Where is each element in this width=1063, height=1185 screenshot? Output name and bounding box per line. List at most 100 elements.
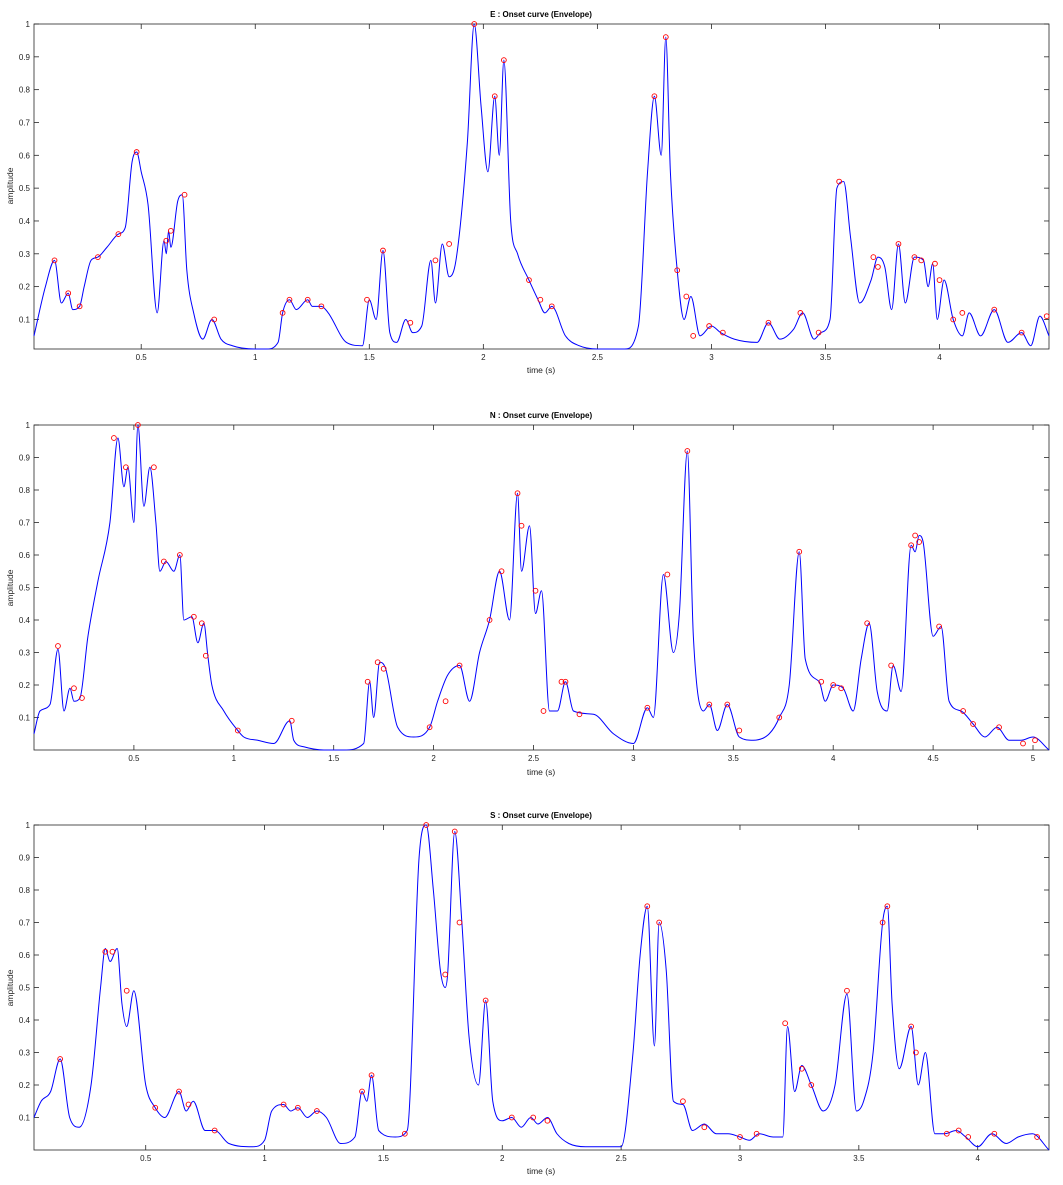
- peak-marker: [818, 678, 825, 685]
- x-axis-label: time (s): [527, 767, 556, 777]
- peak-marker: [838, 685, 845, 692]
- peak-marker: [664, 571, 671, 578]
- peak-marker: [908, 1023, 914, 1030]
- peak-marker: [176, 1088, 182, 1095]
- y-tick-label: 0.5: [19, 984, 31, 993]
- peak-marker: [198, 620, 205, 627]
- y-tick-label: 0.3: [19, 1049, 31, 1058]
- peak-marker: [314, 1108, 320, 1114]
- x-tick-label: 3.5: [853, 1154, 865, 1163]
- peak-marker: [181, 191, 188, 198]
- peak-marker: [950, 316, 957, 323]
- axes-box: [33, 23, 1050, 350]
- peak-marker: [65, 290, 72, 297]
- peak-marker: [864, 620, 871, 627]
- y-tick-label: 0.6: [19, 151, 31, 160]
- peak-marker: [706, 701, 713, 708]
- peak-marker: [836, 178, 843, 185]
- peak-marker: [234, 727, 241, 734]
- x-tick-label: 1: [262, 1154, 267, 1163]
- peak-marker: [161, 558, 167, 565]
- peaks: [51, 21, 1050, 339]
- y-ticks: 0.1 0.2 0.3 0.4 0.5 0.6 0.7 0.8 0.9 1: [19, 20, 1049, 324]
- x-tick-label: 0.5: [136, 353, 148, 362]
- y-tick-label: 0.1: [19, 714, 31, 723]
- peak-marker: [955, 1127, 962, 1134]
- peak-marker: [1043, 313, 1050, 320]
- peak-marker: [656, 919, 663, 926]
- peak-marker: [482, 997, 489, 1004]
- peak-marker: [644, 903, 651, 910]
- peak-marker: [706, 323, 712, 329]
- peak-marker: [690, 333, 697, 339]
- peaks: [57, 822, 1040, 1140]
- series: [33, 824, 1050, 1151]
- y-tick-label: 0.2: [19, 681, 31, 690]
- peak-marker: [815, 329, 822, 336]
- peak-marker: [177, 552, 183, 558]
- peak-marker: [374, 659, 381, 666]
- y-tick-label: 1: [26, 421, 31, 430]
- peak-marker: [830, 682, 837, 688]
- peak-marker: [765, 319, 772, 326]
- peak-marker: [991, 1130, 998, 1137]
- peak-marker: [753, 1130, 760, 1137]
- peak-marker: [168, 227, 174, 234]
- y-tick-label: 0.7: [19, 118, 31, 127]
- peak-marker: [737, 1134, 743, 1140]
- peak-marker: [844, 987, 850, 994]
- peak-marker: [432, 257, 439, 264]
- y-tick-label: 0.5: [19, 184, 31, 193]
- peak-marker: [423, 822, 430, 828]
- peak-marker: [943, 1130, 950, 1137]
- y-tick-label: 0.7: [19, 919, 31, 928]
- peak-marker: [548, 303, 555, 310]
- peak-marker: [796, 548, 803, 555]
- y-tick-label: 0.9: [19, 854, 31, 863]
- peak-marker: [102, 948, 109, 955]
- y-tick-label: 0.7: [19, 519, 31, 528]
- peak-marker: [514, 490, 521, 497]
- peak-marker: [501, 57, 507, 63]
- plot-title: N : Onset curve (Envelope): [490, 411, 593, 420]
- peak-marker: [123, 987, 130, 994]
- peak-marker: [486, 617, 493, 623]
- x-tick-label: 3: [709, 353, 714, 362]
- x-tick-label: 1.5: [328, 754, 340, 763]
- y-tick-label: 0.4: [19, 217, 31, 226]
- peak-marker: [286, 296, 293, 303]
- peak-marker: [57, 1056, 63, 1062]
- peak-marker: [724, 701, 731, 708]
- peak-marker: [532, 587, 539, 594]
- peak-marker: [936, 623, 942, 630]
- y-tick-label: 0.6: [19, 551, 31, 560]
- plot-title: E : Onset curve (Envelope): [490, 10, 592, 19]
- peak-marker: [55, 643, 61, 649]
- peak-marker: [51, 257, 58, 264]
- axes-box: [33, 424, 1050, 751]
- peak-marker: [280, 1101, 287, 1108]
- peak-marker: [960, 708, 966, 714]
- peak-marker: [530, 1114, 537, 1121]
- envelope-line: [33, 824, 1050, 1151]
- y-tick-label: 0.3: [19, 250, 31, 259]
- peak-marker: [76, 303, 83, 310]
- peak-marker: [1018, 329, 1025, 336]
- peak-marker: [152, 1104, 159, 1111]
- peak-marker: [163, 237, 170, 244]
- x-axis-label: time (s): [527, 1166, 556, 1176]
- peak-marker: [936, 277, 943, 283]
- peak-marker: [71, 685, 77, 692]
- y-tick-label: 0.1: [19, 315, 31, 324]
- peak-marker: [491, 93, 498, 100]
- peak-marker: [1032, 737, 1038, 744]
- peak-marker: [451, 828, 458, 835]
- peak-marker: [908, 542, 914, 549]
- peak-marker: [875, 264, 881, 270]
- y-tick-label: 1: [26, 821, 31, 830]
- series: [33, 424, 1050, 751]
- x-tick-label: 3: [738, 1154, 743, 1163]
- peak-marker: [364, 678, 371, 685]
- peak-marker: [359, 1088, 365, 1095]
